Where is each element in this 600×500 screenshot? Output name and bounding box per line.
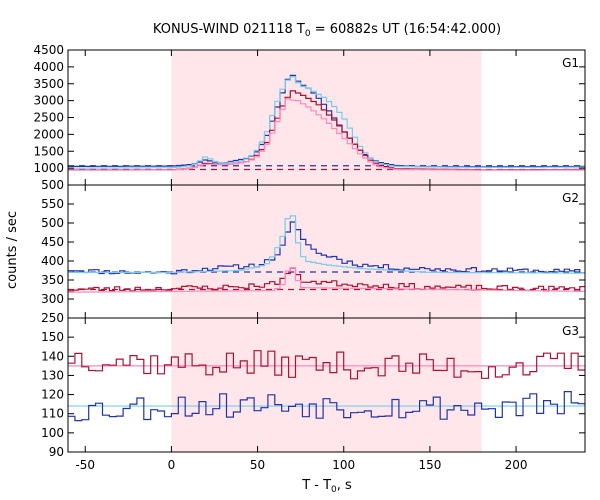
y-tick-label: 550	[41, 197, 64, 211]
y-tick-label: 250	[41, 311, 64, 325]
x-axis-label-suffix: , s	[337, 478, 352, 493]
y-tick-label: 150	[41, 330, 64, 344]
y-tick-label: 120	[41, 388, 64, 402]
y-tick-label: 1500	[33, 144, 64, 158]
y-tick-label: 500	[41, 216, 64, 230]
x-tick-label: 200	[505, 458, 528, 472]
y-tick-label: 130	[41, 368, 64, 382]
y-tick-label: 3500	[33, 77, 64, 91]
y-tick-label: 500	[41, 178, 64, 192]
y-tick-label: 2500	[33, 111, 64, 125]
x-axis-label-sub: 0	[331, 485, 337, 495]
series-g3-red	[68, 350, 585, 380]
y-tick-label: 3000	[33, 94, 64, 108]
chart-title: KONUS-WIND 021118 T0 = 60882s UT (16:54:…	[153, 22, 501, 39]
x-tick-label: 50	[250, 458, 265, 472]
panels-layer: 50010001500200025003000350040004500G1250…	[33, 43, 586, 472]
y-tick-label: 1000	[33, 161, 64, 175]
panel-label: G2	[562, 191, 579, 205]
series-g1-pink	[68, 98, 585, 171]
series-g2-light_blue	[68, 215, 585, 274]
y-tick-label: 350	[41, 273, 64, 287]
chart-title-suffix: = 60882s UT (16:54:42.000)	[311, 22, 501, 37]
highlight-band	[171, 318, 482, 452]
panel-g2: 250 300 350 400 450 500 550 G2	[41, 184, 586, 325]
series-g2-red	[68, 267, 585, 292]
x-tick-label: 100	[332, 458, 355, 472]
y-tick-label: 450	[41, 235, 64, 249]
panel-label: G3	[562, 324, 579, 338]
panel-g3: 90 100 110 120 130 140 150 -50 0 50 100 150 200 G3	[41, 317, 586, 472]
y-tick-label: 100	[41, 426, 64, 440]
chart-title-sub: 0	[305, 29, 311, 39]
x-axis-label: T - T0, s	[301, 478, 352, 495]
y-tick-label: 110	[41, 407, 64, 421]
y-tick-label: 4500	[33, 43, 64, 57]
x-tick-label: 0	[168, 458, 176, 472]
y-tick-label: 300	[41, 292, 64, 306]
series-g2-pink	[68, 267, 585, 293]
panel-g1: 500 1000 1500 2000 2500 3000 3500 4000 4500 G1	[33, 43, 586, 192]
y-tick-label: 4000	[33, 60, 64, 74]
y-tick-label: 400	[41, 254, 64, 268]
highlight-band	[171, 185, 482, 318]
chart-title-prefix: KONUS-WIND 021118 T	[153, 22, 305, 37]
y-axis-label: counts / sec	[5, 211, 20, 289]
y-tick-label: 140	[41, 349, 64, 363]
series-g1-light_blue	[68, 76, 585, 169]
x-tick-label: -50	[75, 458, 95, 472]
y-tick-label: 2000	[33, 127, 64, 141]
y-tick-label: 90	[49, 445, 64, 459]
panel-label: G1	[562, 56, 579, 70]
x-axis-label-prefix: T - T	[301, 478, 331, 493]
x-tick-label: 150	[418, 458, 441, 472]
panel-frame	[67, 317, 586, 453]
series-g3-blue	[68, 391, 585, 422]
